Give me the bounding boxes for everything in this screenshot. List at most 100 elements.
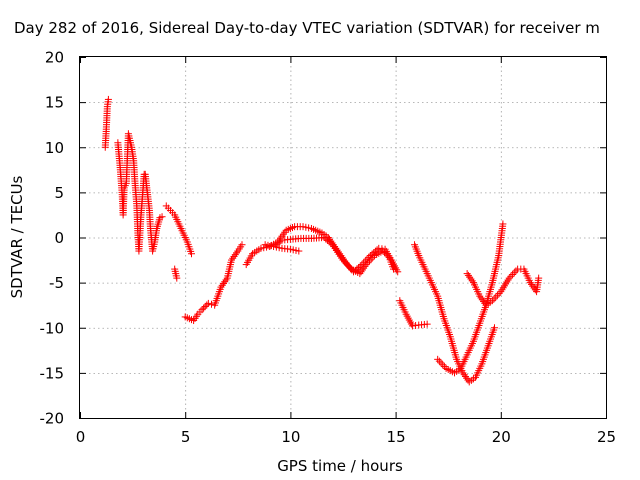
- data-point-marker: [477, 294, 485, 302]
- data-point-marker: [367, 255, 375, 263]
- x-tick-label: 15: [387, 428, 406, 446]
- data-point-marker: [370, 249, 378, 257]
- data-point-marker: [510, 269, 518, 277]
- data-point-marker: [464, 271, 472, 279]
- data-point-marker: [530, 284, 538, 292]
- data-point-marker: [478, 296, 486, 304]
- data-point-marker: [356, 270, 364, 278]
- data-point-marker: [505, 274, 513, 282]
- data-point-marker: [495, 289, 503, 297]
- data-point-marker: [238, 241, 246, 249]
- data-point-marker: [222, 276, 230, 284]
- data-point-marker: [198, 306, 206, 314]
- data-point-marker: [204, 299, 212, 307]
- data-point-marker: [322, 235, 330, 243]
- data-point-marker: [230, 252, 238, 260]
- x-tick-label: 5: [181, 428, 191, 446]
- x-tick-label: 25: [597, 428, 616, 446]
- data-point-marker: [379, 247, 387, 255]
- data-point-marker: [325, 238, 333, 246]
- data-point-marker: [463, 270, 471, 278]
- data-layer: [101, 95, 543, 386]
- data-point-marker: [366, 257, 374, 265]
- tick-layer: 0 5 10 15 20 25 -20 -15 -10 -5 0 5 10 15 20: [40, 49, 617, 447]
- data-point-marker: [323, 236, 331, 244]
- data-point-marker: [188, 250, 196, 258]
- x-axis-label: GPS time / hours: [277, 457, 403, 475]
- data-point-marker: [526, 279, 534, 287]
- data-point-marker: [389, 265, 397, 273]
- data-point-marker: [362, 261, 370, 269]
- data-point-marker: [233, 249, 241, 257]
- data-point-marker: [488, 297, 496, 305]
- y-tick-label: -15: [40, 364, 65, 382]
- data-point-marker: [490, 324, 498, 332]
- data-point-marker: [394, 268, 402, 276]
- data-point-marker: [490, 295, 498, 303]
- data-point-marker: [492, 293, 500, 301]
- data-point-marker: [203, 301, 211, 309]
- data-point-marker: [208, 300, 215, 308]
- data-point-marker: [437, 359, 445, 367]
- data-point-marker: [342, 260, 350, 268]
- y-tick-label: 10: [45, 139, 64, 157]
- data-point-marker: [435, 357, 443, 365]
- data-point-marker: [218, 281, 226, 289]
- data-point-marker: [499, 220, 507, 228]
- data-point-marker: [529, 282, 537, 290]
- data-point-marker: [509, 271, 517, 279]
- data-point-marker: [361, 262, 369, 270]
- data-point-marker: [221, 278, 229, 286]
- plot-frame: [79, 56, 607, 419]
- x-tick-label: 20: [492, 428, 511, 446]
- data-point-marker: [463, 374, 471, 382]
- data-point-marker: [461, 372, 469, 380]
- y-tick-label: 0: [54, 229, 64, 247]
- data-point-marker: [382, 250, 390, 258]
- data-point-marker: [459, 369, 467, 377]
- data-point-marker: [355, 263, 363, 271]
- data-point-marker: [360, 264, 368, 272]
- data-point-marker: [476, 292, 484, 300]
- data-point-marker: [219, 280, 227, 288]
- data-point-marker: [158, 213, 166, 221]
- x-tick-label: 10: [281, 428, 300, 446]
- y-tick-label: 15: [45, 94, 64, 112]
- data-point-marker: [468, 277, 476, 285]
- data-point-marker: [440, 363, 448, 371]
- data-point-marker: [104, 95, 112, 103]
- data-point-marker: [357, 268, 365, 276]
- data-point-marker: [231, 251, 239, 259]
- y-tick-label: -10: [40, 319, 65, 337]
- data-point-marker: [346, 263, 354, 271]
- data-point-marker: [217, 283, 225, 291]
- data-point-marker: [507, 272, 515, 280]
- data-point-marker: [467, 275, 475, 283]
- data-point-marker: [439, 361, 447, 369]
- data-point-marker: [341, 258, 349, 266]
- data-point-marker: [369, 253, 377, 261]
- data-point-marker: [295, 247, 303, 255]
- y-tick-label: -20: [40, 410, 65, 428]
- x-tick-label: 0: [76, 428, 86, 446]
- data-point-marker: [466, 273, 474, 281]
- data-point-marker: [200, 304, 208, 312]
- data-point-marker: [358, 266, 366, 274]
- y-tick-label: -5: [49, 274, 64, 292]
- data-point-marker: [480, 298, 488, 306]
- y-axis-label: SDTVAR / TECUs: [8, 175, 26, 298]
- data-point-marker: [327, 239, 335, 247]
- data-point-marker: [381, 249, 389, 257]
- y-tick-label: 20: [45, 49, 64, 67]
- data-point-marker: [528, 280, 536, 288]
- data-point-marker: [384, 252, 392, 260]
- data-point-marker: [344, 261, 352, 269]
- data-point-marker: [460, 371, 468, 379]
- data-point-marker: [320, 234, 328, 241]
- data-point-marker: [227, 256, 235, 264]
- chart-title: Day 282 of 2016, Sidereal Day-to-day VTE…: [14, 19, 600, 37]
- grid-layer: [80, 57, 606, 418]
- y-tick-label: 5: [54, 184, 64, 202]
- data-point-marker: [493, 291, 501, 299]
